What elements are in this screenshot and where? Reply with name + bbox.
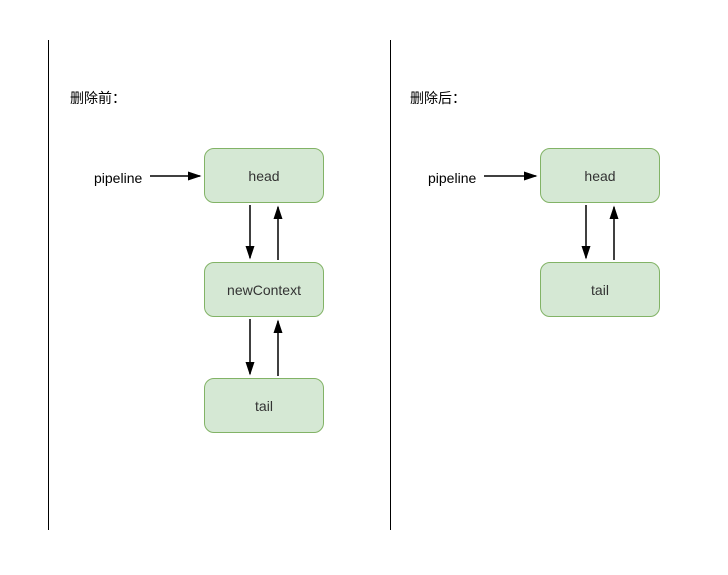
arrows-layer xyxy=(0,0,728,575)
